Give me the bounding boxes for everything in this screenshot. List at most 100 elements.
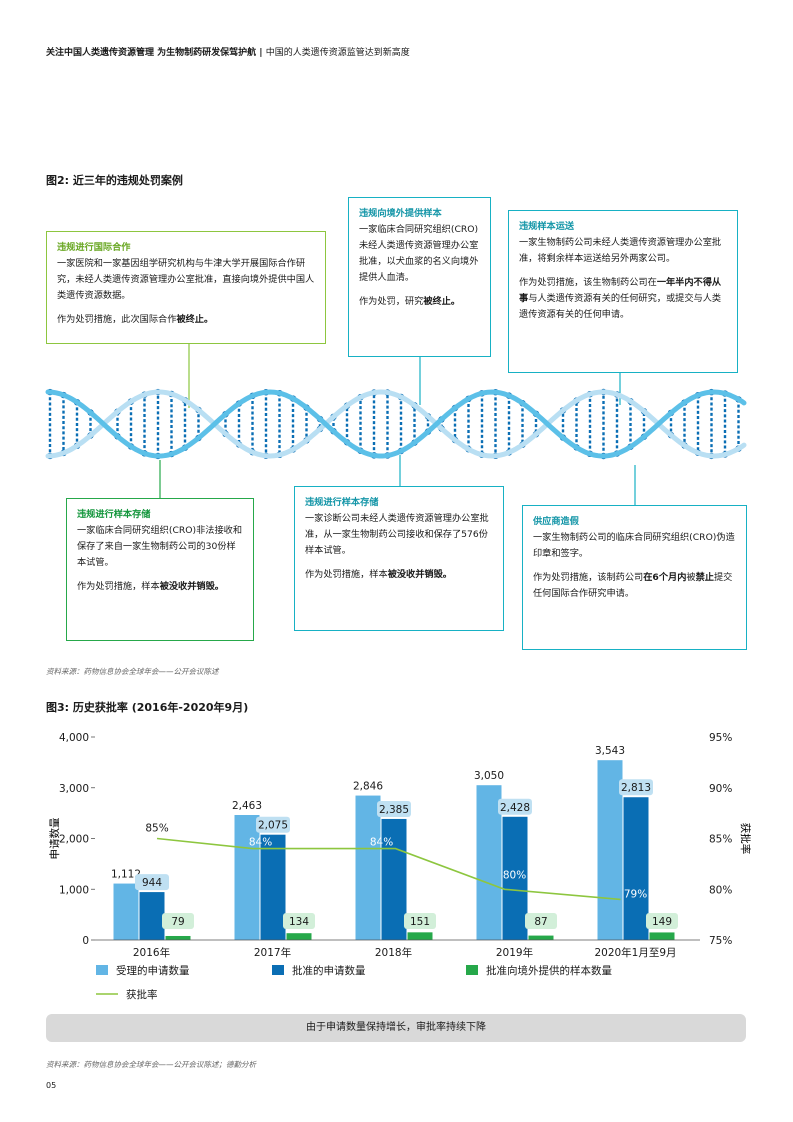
y2-tick-label: 85%: [709, 834, 732, 846]
case-penalty: 作为处罚，研究被终止。: [359, 296, 461, 307]
case-penalty: 作为处罚措施，此次国际合作被终止。: [57, 314, 214, 325]
approval-rate-label: 84%: [249, 837, 272, 849]
data-label-box: [498, 798, 532, 815]
bar-export: [649, 932, 675, 940]
bar-received: [113, 883, 139, 940]
legend-label: 获批率: [126, 988, 158, 1001]
figure3-title: 图3: 历史获批率 (2016年-2020年9月): [46, 701, 249, 714]
case-card-export-samples: 违规向境外提供样本 一家临床合同研究组织(CRO)未经人类遗传资源管理办公室批准…: [348, 197, 491, 357]
figure2-source: 资料来源：药物信息协会全球年会——公开会议陈述: [46, 667, 219, 676]
x-tick-label: 2019年: [496, 946, 533, 959]
data-label-box: [162, 913, 194, 929]
data-label-approved: 2,428: [500, 802, 530, 814]
approval-chart: 0 1,000 2,000 3,000 4,000 75% 80% 85% 90% 95% 申请数量…: [48, 732, 752, 1001]
data-label-received: 3,050: [474, 770, 504, 782]
header-subtitle: 中国的人类遗传资源监管达到新高度: [265, 48, 410, 58]
x-tick-label: 2020年1月至9月: [594, 946, 676, 959]
approval-rate-label: 84%: [370, 837, 393, 849]
case-penalty: 作为处罚措施，样本被没收并销毁。: [77, 581, 224, 592]
approval-rate-line: [156, 837, 621, 901]
legend-swatch: [272, 965, 284, 975]
summary-banner: 由于申请数量保持增长，审批率持续下降: [46, 1014, 746, 1042]
dna-strand-back: [45, 389, 747, 459]
y2-tick-label: 95%: [709, 732, 732, 744]
figure3-source: 资料来源：药物信息协会全球年会——公开会议陈述；德勤分析: [46, 1060, 256, 1069]
bar-approved: [623, 797, 649, 940]
bar-approved: [139, 892, 165, 940]
bar-export: [407, 932, 433, 940]
case-card-international-cooperation: 违规进行国际合作 一家医院和一家基因组学研究机构与牛津大学开展国际合作研究，未经…: [46, 231, 326, 344]
data-label-box: [525, 913, 557, 929]
case-card-sample-shipping: 违规样本运送 一家生物制药公司未经人类遗传资源管理办公室批准，将剩余样本运送给另…: [508, 210, 738, 373]
data-label-export: 87: [534, 916, 547, 928]
case-body: 一家生物制药公司未经人类遗传资源管理办公室批准，将剩余样本运送给另外两家公司。: [519, 237, 722, 264]
case-title: 违规向境外提供样本: [359, 208, 442, 219]
case-body: 一家生物制药公司的临床合同研究组织(CRO)伪造印章和签字。: [533, 532, 735, 559]
y-tick-label: 1,000: [59, 884, 89, 896]
bar-export: [528, 935, 554, 940]
data-label-received: 3,543: [595, 745, 625, 757]
bar-received: [355, 795, 381, 940]
y2-tick-label: 90%: [709, 783, 732, 795]
legend-label: 批准向境外提供的样本数量: [486, 964, 612, 977]
legend-swatch: [466, 965, 478, 975]
case-title: 违规样本运送: [519, 221, 575, 232]
x-tick-label: 2018年: [375, 946, 412, 959]
data-label-box: [377, 800, 411, 817]
data-label-box: [404, 913, 436, 929]
data-label-export: 151: [410, 916, 430, 928]
bar-received: [597, 760, 623, 940]
case-title: 违规进行国际合作: [57, 242, 131, 253]
y-tick-label: 2,000: [59, 834, 89, 846]
data-label-approved: 2,385: [379, 804, 409, 816]
data-label-box: [256, 816, 290, 833]
data-label-box: [646, 913, 678, 929]
bar-export: [286, 933, 312, 940]
case-card-sample-storage-2: 违规进行样本存储 一家诊断公司未经人类遗传资源管理办公室批准，从一家生物制药公司…: [294, 486, 504, 631]
case-card-supplier-fraud: 供应商造假 一家生物制药公司的临床合同研究组织(CRO)伪造印章和签字。 作为处…: [522, 505, 747, 650]
y-axis-label: 申请数量: [48, 817, 61, 859]
data-label-box: [619, 779, 653, 796]
dna-illustration: [45, 344, 747, 505]
case-title: 供应商造假: [533, 516, 579, 527]
data-label-export: 134: [289, 916, 309, 928]
data-label-approved: 2,075: [258, 820, 288, 832]
data-label-received: 1,112: [111, 869, 141, 881]
data-label-box: [135, 874, 169, 891]
y-tick-label: 0: [82, 935, 89, 947]
case-penalty: 作为处罚措施，该生物制药公司在一年半内不得从事与人类遗传资源有关的任何研究，或提…: [519, 277, 722, 320]
approval-rate-label: 79%: [624, 888, 647, 900]
case-body: 一家临床合同研究组织(CRO)非法接收和保存了来自一家生物制药公司的30份样本试…: [77, 525, 243, 568]
legend-swatch: [96, 965, 108, 975]
case-penalty: 作为处罚措施，该制药公司在6个月内被禁止提交任何国际合作研究申请。: [533, 572, 733, 599]
page-header: 关注中国人类遗传资源管理 为生物制药研发保驾护航 | 中国的人类遗传资源监管达到…: [46, 45, 410, 58]
y2-tick-label: 80%: [709, 884, 732, 896]
bar-approved: [502, 816, 528, 940]
data-label-export: 149: [652, 916, 672, 928]
data-label-approved: 2,813: [621, 782, 651, 794]
case-body: 一家诊断公司未经人类遗传资源管理办公室批准，从一家生物制药公司接收和保存了576…: [305, 513, 489, 556]
page-number: 05: [46, 1081, 57, 1090]
case-card-sample-storage-1: 违规进行样本存储 一家临床合同研究组织(CRO)非法接收和保存了来自一家生物制药…: [66, 498, 254, 641]
y-tick-label: 3,000: [59, 783, 89, 795]
data-label-box: [283, 913, 315, 929]
approval-rate-label: 85%: [145, 823, 168, 835]
bar-received: [234, 815, 260, 940]
x-tick-label: 2017年: [254, 946, 291, 959]
header-separator: |: [259, 48, 263, 58]
figure2-title: 图2: 近三年的违规处罚案例: [46, 174, 183, 187]
data-label-approved: 944: [142, 877, 162, 889]
bar-export: [165, 935, 191, 940]
case-body: 一家医院和一家基因组学研究机构与牛津大学开展国际合作研究，未经人类遗传资源管理办…: [57, 258, 315, 301]
y-tick-label: 4,000: [59, 732, 89, 744]
case-body: 一家临床合同研究组织(CRO)未经人类遗传资源管理办公室批准，以犬血浆的名义向境…: [359, 224, 479, 283]
legend-label: 受理的申请数量: [116, 964, 190, 977]
header-title: 关注中国人类遗传资源管理 为生物制药研发保驾护航: [46, 48, 257, 58]
bar-approved: [381, 818, 407, 940]
y2-tick-label: 75%: [709, 935, 732, 947]
data-label-received: 2,463: [232, 800, 262, 812]
bar-received: [476, 785, 502, 940]
legend-label: 批准的申请数量: [292, 964, 366, 977]
y2-axis-label: 获批率: [739, 823, 752, 855]
case-title: 违规进行样本存储: [305, 497, 379, 508]
